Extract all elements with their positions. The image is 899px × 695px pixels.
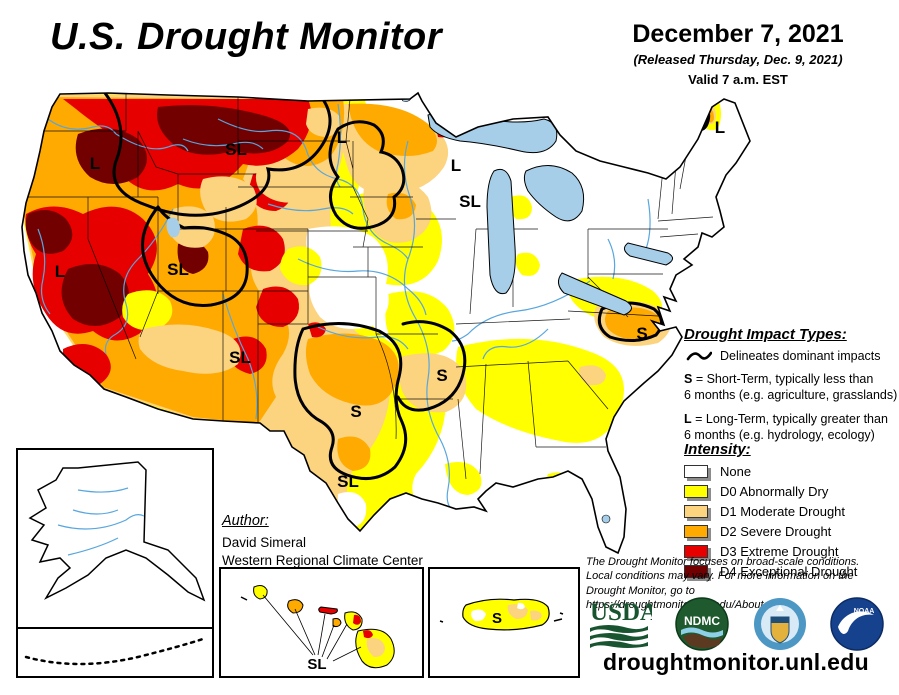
label-texas-S: S <box>350 402 361 421</box>
noaa-logo-text: NOAA <box>854 608 875 615</box>
label-northcarolina-S: S <box>636 324 647 343</box>
legend-row-d3: D3 Extreme Drought <box>684 544 898 559</box>
d1-label: D1 Moderate Drought <box>720 504 846 519</box>
label-newmexico-SL: SL <box>229 348 251 367</box>
puerto-rico-inset: S <box>428 567 580 678</box>
short-term-line1: = Short-Term, typically less than <box>692 372 874 386</box>
label-wisconsin-SL: SL <box>459 192 481 211</box>
d0-label: D0 Abnormally Dry <box>720 484 829 499</box>
map-date: December 7, 2021 <box>632 20 844 48</box>
aleutians-map <box>24 637 205 666</box>
long-term-code: L <box>684 412 692 427</box>
aleutians-inset <box>16 629 214 678</box>
puerto-rico-none-patches <box>471 602 525 622</box>
author-org: Western Regional Climate Center <box>222 552 423 568</box>
label-arkansas-S: S <box>436 366 447 385</box>
valid-time: Valid 7 a.m. EST <box>688 72 788 87</box>
author-name: David Simeral <box>222 534 307 550</box>
ndmc-logo: NDMC <box>675 597 730 651</box>
none-label: None <box>720 464 752 479</box>
d1-swatch <box>684 505 708 518</box>
puerto-rico-outline <box>462 598 550 631</box>
hawaii-inset: SL <box>219 567 424 678</box>
hawaii-impact-label: SL <box>307 656 326 673</box>
impact-boundaries <box>103 93 711 481</box>
disclaimer-line2: Local conditions may vary. For more info… <box>586 570 854 583</box>
d4-swatch <box>684 565 708 578</box>
doc-seal-logo <box>753 598 806 650</box>
conus-outline <box>21 91 751 555</box>
legend-row-d0: D0 Abnormally Dry <box>684 484 898 499</box>
delineates-label: Delineates dominant impacts <box>720 349 881 363</box>
d3-label: D3 Extreme Drought <box>720 544 839 559</box>
intensity-title: Intensity: <box>684 441 751 458</box>
usda-logo-text: USDA <box>590 599 652 626</box>
label-maine-L: L <box>715 118 725 137</box>
puerto-rico-impact-label: S <box>492 610 502 627</box>
alaska-rivers <box>57 487 145 556</box>
long-term-line2: 6 months (e.g. hydrology, ecology) <box>684 427 875 442</box>
hawaii-map: SL <box>240 585 395 673</box>
long-term-line1: = Long-Term, typically greater than <box>691 412 888 427</box>
website-url: droughtmonitor.unl.edu <box>603 649 869 675</box>
impact-types-title: Drought Impact Types: <box>684 326 847 343</box>
d2-swatch <box>684 525 708 538</box>
none-swatch <box>684 465 708 478</box>
aleutian-islands-chain <box>24 637 205 666</box>
legend-row-d2: D2 Severe Drought <box>684 524 898 539</box>
conus-drought-map: L SL L L SL L SL SL S SL S S L <box>21 91 751 555</box>
delineates-row: Delineates dominant impacts <box>686 349 898 363</box>
squiggle-line-icon <box>686 351 712 361</box>
short-term-code: S <box>684 372 693 386</box>
label-northdakota-L: L <box>337 128 347 147</box>
d4-label: D4 Exceptional Drought <box>720 564 858 579</box>
ndmc-logo-text: NDMC <box>684 614 720 628</box>
label-utah-SL: SL <box>167 260 189 279</box>
disclaimer-text: The Drought Monitor focuses on broad-sca… <box>586 555 894 612</box>
label-oregon-L: L <box>90 154 100 173</box>
legend-row-d1: D1 Moderate Drought <box>684 504 898 519</box>
d3-swatch <box>684 545 708 558</box>
long-term-definition: L = Long-Term, typically greater than 6 … <box>684 412 898 443</box>
alaska-map <box>28 461 206 602</box>
date-block: December 7, 2021 (Released Thursday, Dec… <box>592 20 884 87</box>
label-upmichigan-L: L <box>451 156 461 175</box>
hawaii-islands <box>240 585 395 669</box>
rivers <box>37 103 651 512</box>
alaska-inset <box>16 448 214 629</box>
impact-types-legend: Drought Impact Types: Delineates dominan… <box>684 326 898 444</box>
legend-row-none: None <box>684 464 898 479</box>
release-date: (Released Thursday, Dec. 9, 2021) <box>633 52 843 67</box>
label-montana-SL: SL <box>225 140 247 159</box>
intensity-legend: Intensity: None D0 Abnormally Dry D1 Mod… <box>684 441 898 584</box>
d0-swatch <box>684 485 708 498</box>
author-heading: Author: <box>222 513 269 529</box>
legend-row-d4: D4 Exceptional Drought <box>684 564 898 579</box>
short-term-definition: S = Short-Term, typically less than 6 mo… <box>684 372 898 403</box>
label-southtexas-SL: SL <box>337 472 359 491</box>
outlying-islands <box>439 612 564 623</box>
puerto-rico-map: S <box>439 598 564 631</box>
noaa-logo: NOAA <box>830 597 884 651</box>
short-term-line2: 6 months (e.g. agriculture, grasslands) <box>684 387 898 402</box>
alaska-outline <box>28 461 206 602</box>
usda-logo: USDA <box>590 599 652 648</box>
label-california-L: L <box>55 262 65 281</box>
great-lakes <box>166 93 673 524</box>
map-impact-labels: L SL L L SL L SL SL S SL S S L <box>55 118 725 491</box>
d4-exceptional-drought-areas <box>25 105 290 327</box>
disclaimer-line1: The Drought Monitor focuses on broad-sca… <box>586 556 860 568</box>
hawaii-callout-lines <box>262 594 362 662</box>
d2-label: D2 Severe Drought <box>720 524 832 539</box>
author-block: Author: David Simeral Western Regional C… <box>222 512 423 570</box>
page-title: U.S. Drought Monitor <box>50 16 443 58</box>
agency-logos: USDA NDMC NOAA <box>588 597 884 651</box>
